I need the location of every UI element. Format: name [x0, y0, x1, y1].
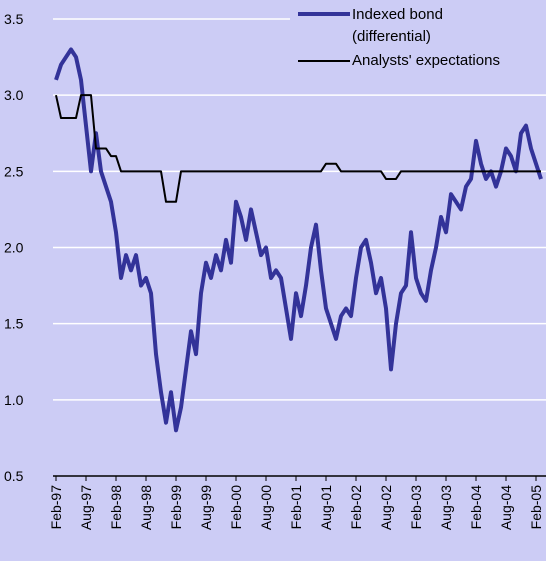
series-line	[54, 47, 543, 433]
x-tick-label: Aug-03	[438, 485, 454, 530]
x-tick-label: Feb-01	[288, 485, 304, 530]
legend-label: Analysts' expectations	[352, 52, 500, 69]
y-tick-label: 2.0	[4, 240, 24, 256]
x-tick-label: Feb-98	[108, 485, 124, 530]
x-tick-label: Feb-05	[528, 485, 544, 530]
x-tick-label: Feb-02	[348, 485, 364, 530]
x-tick-label: Feb-04	[468, 485, 484, 530]
x-tick-label: Feb-00	[228, 485, 244, 530]
x-tick-label: Aug-99	[198, 485, 214, 530]
x-tick-label: Aug-01	[318, 485, 334, 530]
x-tick-label: Aug-00	[258, 485, 274, 530]
x-tick-label: Feb-99	[168, 485, 184, 530]
x-tick-label: Aug-98	[138, 485, 154, 530]
y-tick-label: 3.0	[4, 87, 24, 103]
x-tick-label: Aug-04	[498, 485, 514, 530]
y-tick-label: 2.5	[4, 163, 24, 179]
series-line	[55, 94, 541, 203]
y-tick-label: 0.5	[4, 468, 24, 484]
x-tick-label: Feb-03	[408, 485, 424, 530]
y-tick-label: 1.5	[4, 316, 24, 332]
y-tick-label: 3.5	[4, 11, 24, 27]
x-tick-label: Aug-02	[378, 485, 394, 530]
x-tick-label: Aug-97	[78, 485, 94, 530]
y-tick-label: 1.0	[4, 392, 24, 408]
legend-label: Indexed bond (differential)	[352, 6, 443, 45]
x-tick-label: Feb-97	[48, 485, 64, 530]
